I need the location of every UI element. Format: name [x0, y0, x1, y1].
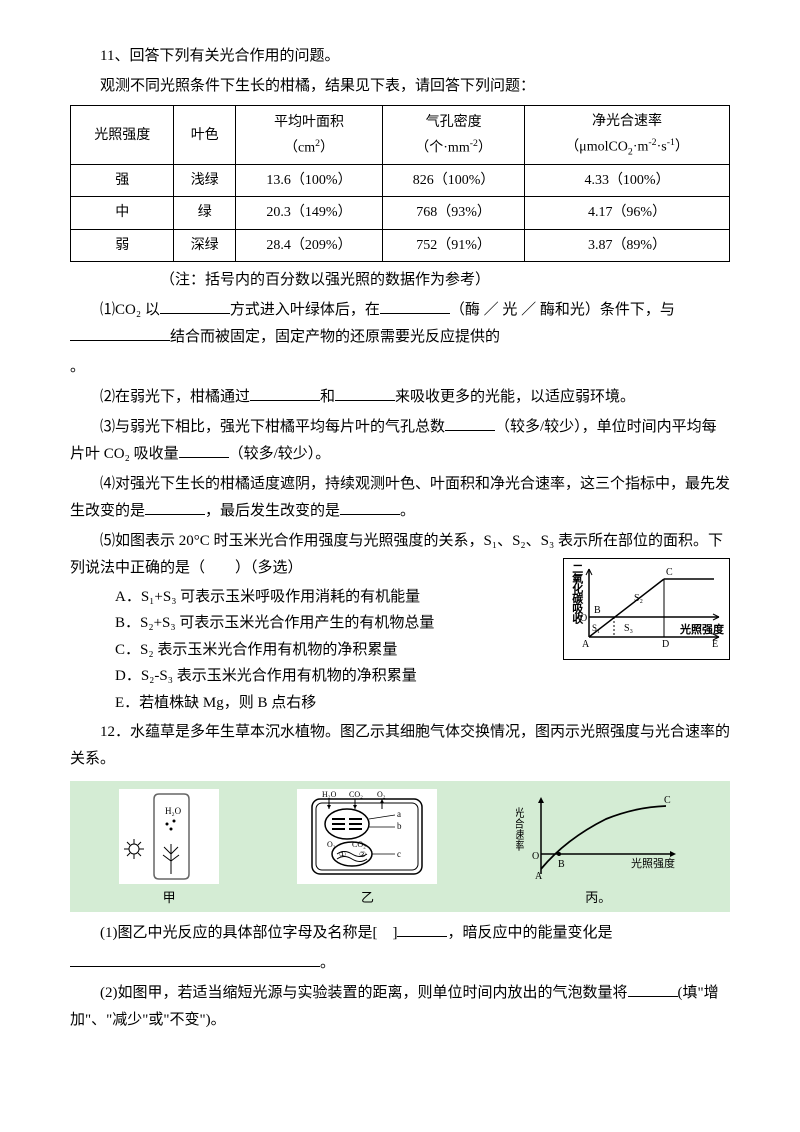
th-color: 叶色	[174, 106, 235, 165]
q11-3: ⑶与弱光下相比，强光下柑橘平均每片叶的气孔总数（较多/较少），单位时间内平均每片…	[70, 414, 730, 468]
svg-text:O₂: O₂	[327, 840, 336, 849]
th-rate: 净光合速率（μmolCO2·m-2·s-1）	[525, 106, 730, 165]
chart-xlabel: 光照强度	[680, 621, 724, 641]
curve-chart: O A B C 光合速率 光照强度	[516, 789, 681, 884]
q12-1: (1)图乙中光反应的具体部位字母及名称是[ ]，暗反应中的能量变化是	[70, 920, 730, 947]
table-row: 强 浅绿 13.6（100%） 826（100%） 4.33（100%）	[71, 165, 730, 197]
blank	[160, 298, 230, 314]
table-row: 中 绿 20.3（149%） 768（93%） 4.17（96%）	[71, 197, 730, 229]
blank	[397, 921, 447, 937]
svg-text:CO₂: CO₂	[352, 840, 366, 849]
blank	[628, 981, 678, 997]
q11-1: ⑴CO₂ 以方式进入叶绿体后，在（酶 ／ 光 ／ 酶和光）条件下，与结合而被固定…	[70, 297, 730, 351]
svg-text:O: O	[532, 851, 539, 862]
svg-text:c: c	[397, 849, 401, 859]
th-area: 平均叶面积（cm2）	[235, 106, 382, 165]
q11-2: ⑵在弱光下，柑橘通过和来吸收更多的光能，以适应弱环境。	[70, 384, 730, 411]
svg-text:O₂: O₂	[377, 790, 386, 799]
table-row: 弱 深绿 28.4（209%） 752（91%） 3.87（89%）	[71, 229, 730, 261]
blank	[70, 951, 320, 967]
blank	[179, 442, 229, 458]
option-b: B．S₂+S₃ 可表示玉米光合作用产生的有机物总量	[115, 611, 560, 637]
svg-text:B: B	[558, 859, 565, 870]
blank	[70, 325, 170, 341]
svg-text:A: A	[582, 639, 590, 650]
blank	[340, 499, 400, 515]
table-header-row: 光照强度 叶色 平均叶面积（cm2） 气孔密度（个·mm-2） 净光合速率（μm…	[71, 106, 730, 165]
q11-5-wrap: ⑸如图表示 20°C 时玉米光合作用强度与光照强度的关系，S₁、S₂、S₃ 表示…	[70, 528, 730, 717]
q12-1b: 。	[70, 950, 730, 977]
svg-text:光合速率: 光合速率	[516, 806, 525, 852]
svg-text:S₃: S₃	[624, 623, 633, 634]
svg-text:B: B	[594, 605, 601, 616]
q11-intro: 观测不同光照条件下生长的柑橘，结果见下表，请回答下列问题：	[70, 73, 730, 100]
fig-yi: H₂O CO₂ O₂ a b c O₂ CO₂ ① ② 乙	[297, 789, 437, 909]
blank	[380, 298, 450, 314]
svg-text:C: C	[666, 567, 673, 578]
caption-yi: 乙	[297, 884, 437, 909]
svg-text:H₂O: H₂O	[322, 790, 337, 799]
blank	[250, 385, 320, 401]
graph-svg: O A B C D E S₁ S₂ S₃	[564, 559, 729, 659]
caption-bing: 丙。	[516, 884, 681, 909]
data-table: 光照强度 叶色 平均叶面积（cm2） 气孔密度（个·mm-2） 净光合速率（μm…	[70, 105, 730, 262]
fig-bing: O A B C 光合速率 光照强度 丙。	[516, 789, 681, 909]
fig-jia: H₂O 甲	[119, 789, 219, 909]
cell-diagram: H₂O CO₂ O₂ a b c O₂ CO₂ ① ②	[297, 789, 437, 884]
caption-jia: 甲	[119, 884, 219, 909]
svg-text:CO₂: CO₂	[349, 790, 363, 799]
svg-text:S₂: S₂	[634, 593, 643, 604]
q12-2: (2)如图甲，若适当缩短光源与实验装置的距离，则单位时间内放出的气泡数量将(填"…	[70, 980, 730, 1034]
q11-1-tail: 。	[70, 354, 730, 381]
table-note: （注：括号内的百分数以强光照的数据作为参考）	[70, 267, 730, 294]
figure-row: H₂O 甲	[70, 781, 730, 911]
svg-text:光照强度: 光照强度	[631, 856, 675, 870]
q11-heading: 11、回答下列有关光合作用的问题。	[70, 43, 730, 70]
jar-diagram: H₂O	[119, 789, 219, 884]
svg-text:D: D	[662, 639, 669, 650]
blank	[145, 499, 205, 515]
option-a: A．S₁+S₃ 可表示玉米呼吸作用消耗的有机能量	[115, 585, 560, 611]
blank	[445, 415, 495, 431]
q12-heading: 12．水蕴草是多年生草本沉水植物。图乙示其细胞气体交换情况，图丙示光照强度与光合…	[70, 719, 730, 773]
svg-text:C: C	[664, 795, 671, 806]
svg-text:②: ②	[359, 850, 366, 859]
svg-text:H₂O: H₂O	[165, 806, 182, 816]
option-c: C．S₂ 表示玉米光合作用有机物的净积累量	[115, 638, 560, 664]
chart-ylabel: 二氧化碳吸收	[566, 563, 586, 623]
q11-4: ⑷对强光下生长的柑橘适度遮阴，持续观测叶色、叶面积和净光合速率，这三个指标中，最…	[70, 471, 730, 525]
svg-text:A: A	[535, 871, 543, 882]
graph-chart: O A B C D E S₁ S₂ S₃ 二氧化碳吸收 光照强度	[563, 558, 730, 660]
option-e: E．若植株缺 Mg，则 B 点右移	[115, 691, 560, 717]
svg-text:①: ①	[339, 850, 346, 859]
svg-text:S₁: S₁	[592, 623, 600, 633]
th-density: 气孔密度（个·mm-2）	[383, 106, 525, 165]
th-light: 光照强度	[71, 106, 174, 165]
svg-text:b: b	[397, 821, 402, 831]
svg-text:a: a	[397, 809, 401, 819]
option-d: D．S₂-S₃ 表示玉米光合作用有机物的净积累量	[115, 664, 560, 690]
blank	[335, 385, 395, 401]
